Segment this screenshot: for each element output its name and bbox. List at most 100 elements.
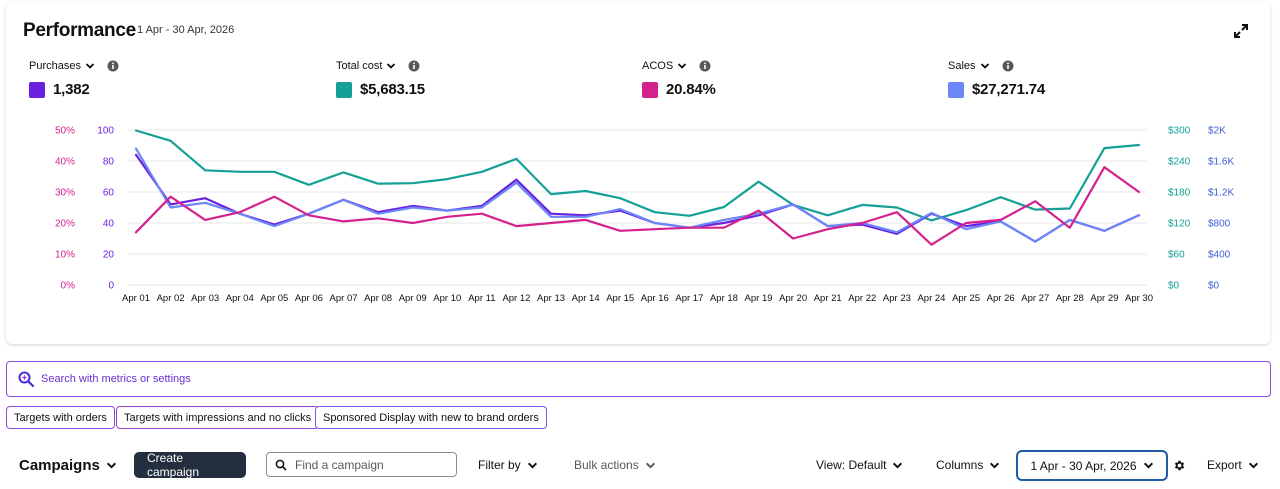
bulk-actions-dropdown[interactable]: Bulk actions [574, 452, 656, 478]
metric-label[interactable]: Total cost [336, 60, 383, 72]
metric-value: 1,382 [53, 81, 90, 98]
filter-by-dropdown[interactable]: Filter by [478, 452, 538, 478]
x-axis-tick: Apr 24 [917, 293, 945, 304]
acos-axis-tick: 10% [55, 250, 75, 261]
info-icon[interactable] [408, 60, 420, 72]
x-axis-tick: Apr 06 [295, 293, 323, 304]
date-range-button[interactable]: 1 Apr - 30 Apr, 2026 [1016, 450, 1168, 481]
chevron-down-icon [645, 462, 655, 469]
x-axis-tick: Apr 30 [1125, 293, 1153, 304]
chip-impressions-no-clicks[interactable]: Targets with impressions and no clicks [116, 406, 320, 429]
chevron-down-icon[interactable] [677, 61, 687, 71]
info-icon[interactable] [107, 60, 119, 72]
metric-label[interactable]: ACOS [642, 60, 674, 72]
chevron-down-icon[interactable] [386, 61, 396, 71]
sales-axis-tick: $2K [1208, 126, 1226, 137]
performance-card: Performance 1 Apr - 30 Apr, 2026 Purchas… [6, 2, 1270, 344]
date-range-label: 1 Apr - 30 Apr, 2026 [1030, 458, 1137, 473]
x-axis-tick: Apr 27 [1021, 293, 1049, 304]
x-axis-tick: Apr 16 [641, 293, 669, 304]
series-line-purchases [134, 153, 1141, 243]
x-axis-tick: Apr 20 [779, 293, 807, 304]
x-axis-tick: Apr 19 [745, 293, 773, 304]
x-axis-tick: Apr 09 [399, 293, 427, 304]
sales-axis-tick: $1.6K [1208, 157, 1234, 168]
metrics-search-bar[interactable]: Search with metrics or settings [6, 361, 1271, 397]
purchases-axis-tick: 20 [103, 250, 115, 261]
metric-value: $27,271.74 [972, 81, 1046, 98]
purchases-axis-tick: 0 [108, 281, 114, 292]
performance-title: Performance [23, 20, 136, 41]
purchases-axis-tick: 100 [97, 126, 114, 137]
x-axis-tick: Apr 08 [364, 293, 392, 304]
info-icon[interactable] [699, 60, 711, 72]
sales-axis-tick: $1.2K [1208, 188, 1234, 199]
cost-axis-tick: $300 [1168, 126, 1191, 137]
x-axis-tick: Apr 13 [537, 293, 565, 304]
sales-axis-tick: $400 [1208, 250, 1231, 261]
metric-swatch [948, 81, 964, 98]
metric-swatch [29, 81, 45, 98]
acos-axis-tick: 50% [55, 126, 75, 137]
x-axis-tick: Apr 29 [1090, 293, 1118, 304]
metric-swatch [642, 81, 658, 98]
acos-axis-tick: 0% [61, 281, 76, 292]
cost-axis-tick: $0 [1168, 281, 1180, 292]
find-campaign-placeholder: Find a campaign [295, 457, 384, 472]
expand-icon[interactable] [1234, 24, 1248, 38]
view-label: View: Default [816, 458, 887, 472]
metric-total-cost: Total cost $5,683.15 [336, 58, 425, 98]
chevron-down-icon [990, 462, 1000, 469]
info-icon[interactable] [1002, 60, 1014, 72]
purchases-axis-tick: 60 [103, 188, 115, 199]
columns-label: Columns [936, 458, 984, 472]
metric-purchases: Purchases 1,382 [29, 58, 119, 98]
chip-targets-with-orders[interactable]: Targets with orders [6, 406, 115, 429]
metric-label[interactable]: Sales [948, 60, 976, 72]
acos-axis-tick: 20% [55, 219, 75, 230]
series-line-acos [134, 166, 1141, 246]
view-dropdown[interactable]: View: Default [816, 452, 903, 478]
gear-icon [1174, 460, 1185, 470]
chevron-down-icon[interactable] [980, 61, 990, 71]
x-axis-tick: Apr 07 [330, 293, 358, 304]
series-line-total-cost [134, 129, 1141, 222]
settings-button[interactable] [1173, 452, 1186, 478]
export-dropdown[interactable]: Export [1207, 452, 1259, 478]
search-icon [275, 459, 287, 471]
bulk-actions-label: Bulk actions [574, 458, 639, 472]
create-campaign-button[interactable]: Create campaign [134, 451, 246, 479]
chevron-down-icon [1143, 462, 1153, 469]
x-axis-tick: Apr 02 [157, 293, 185, 304]
x-axis-tick: Apr 10 [433, 293, 461, 304]
x-axis-tick: Apr 05 [260, 293, 288, 304]
purchases-axis-tick: 40 [103, 219, 115, 230]
metric-label[interactable]: Purchases [29, 60, 81, 72]
find-campaign-input[interactable]: Find a campaign [266, 452, 457, 477]
x-axis-tick: Apr 23 [883, 293, 911, 304]
cost-axis-tick: $240 [1168, 157, 1191, 168]
chip-new-to-brand[interactable]: Sponsored Display with new to brand orde… [315, 406, 547, 429]
x-axis-tick: Apr 26 [987, 293, 1015, 304]
x-axis-tick: Apr 22 [848, 293, 876, 304]
search-input[interactable]: Search with metrics or settings [41, 373, 191, 385]
campaigns-dropdown[interactable]: Campaigns [19, 452, 117, 478]
purchases-axis-tick: 80 [103, 157, 115, 168]
x-axis-tick: Apr 03 [191, 293, 219, 304]
export-label: Export [1207, 458, 1242, 472]
x-axis-tick: Apr 25 [952, 293, 980, 304]
chevron-down-icon [527, 462, 537, 469]
x-axis-tick: Apr 21 [814, 293, 842, 304]
x-axis-tick: Apr 18 [710, 293, 738, 304]
columns-dropdown[interactable]: Columns [936, 452, 1000, 478]
metric-swatch [336, 81, 352, 98]
sales-axis-tick: $0 [1208, 281, 1220, 292]
x-axis-tick: Apr 12 [502, 293, 530, 304]
metric-acos: ACOS 20.84% [642, 58, 716, 98]
cost-axis-tick: $60 [1168, 250, 1185, 261]
x-axis-tick: Apr 14 [572, 293, 600, 304]
x-axis-tick: Apr 01 [122, 293, 150, 304]
chevron-down-icon[interactable] [85, 61, 95, 71]
cost-axis-tick: $120 [1168, 219, 1191, 230]
metric-value: $5,683.15 [360, 81, 425, 98]
